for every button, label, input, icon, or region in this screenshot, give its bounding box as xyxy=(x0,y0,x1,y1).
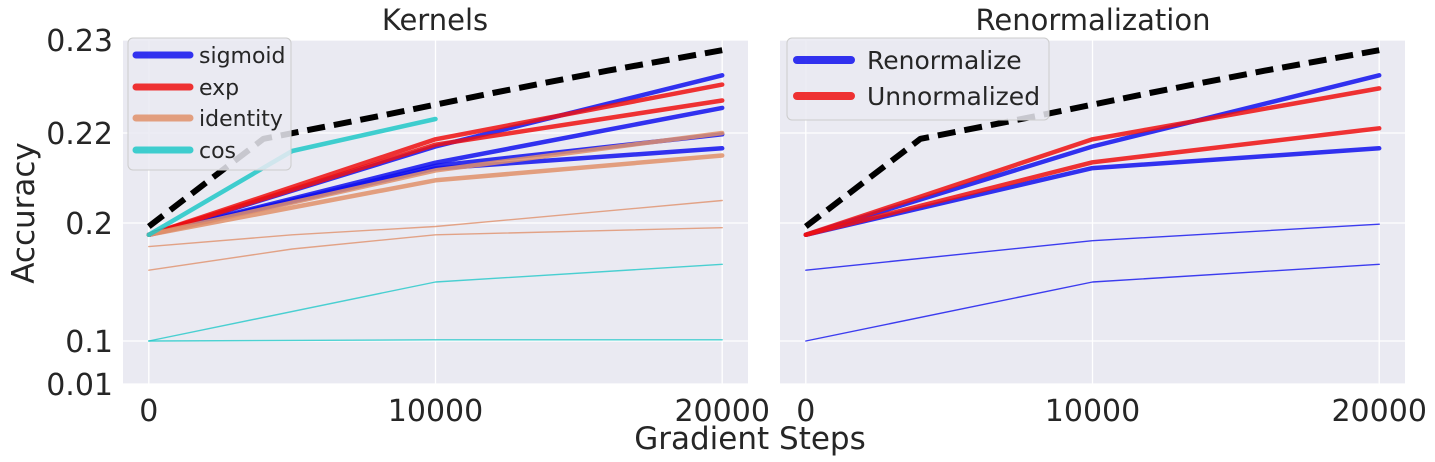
kernels-series-line-identity xyxy=(148,199,723,248)
renormalization-x-tick-label: 0 xyxy=(796,394,815,429)
renormalization-x-tick-labels: 0 10000 20000 xyxy=(796,394,1427,429)
kernels-legend: sigmoid exp identity cos xyxy=(127,37,292,171)
renormalization-legend: Renormalize Unnormalized xyxy=(786,37,1050,121)
kernels-x-tick-labels: 0 10000 20000 xyxy=(139,394,770,429)
kernels-y-tick-labels: 0.01 0.1 0.2 0.22 0.23 xyxy=(46,24,113,403)
kernels-series-line-cos xyxy=(148,263,723,342)
kernels-series-line-identity xyxy=(146,130,725,238)
x-axis-label: Gradient Steps xyxy=(634,421,866,457)
renormalization-series-line-unnormalized xyxy=(803,86,1382,238)
kernels-series-lines xyxy=(146,47,725,342)
renormalization-x-tick-label: 20000 xyxy=(1331,394,1426,429)
renormalization-series-line-renormalize xyxy=(803,73,1382,238)
legend-label-exp: exp xyxy=(199,76,239,101)
kernels-series-line-exp xyxy=(146,98,725,238)
kernels-series-line-identity xyxy=(148,226,723,271)
kernels-title: Kernels xyxy=(382,3,488,37)
kernels-legend-box xyxy=(127,37,292,171)
renormalization-series-line-renormalize xyxy=(805,223,1380,271)
kernels-x-tick-label: 0 xyxy=(139,394,158,429)
kernels-series-line-cos xyxy=(148,339,723,342)
kernels-series-line-cos xyxy=(146,116,438,238)
renormalization-series-line-unnormalized xyxy=(803,126,1382,238)
kernels-y-tick-label: 0.22 xyxy=(46,117,113,152)
kernels-y-tick-label: 0.23 xyxy=(46,24,113,59)
legend-label-cos: cos xyxy=(199,139,236,164)
kernels-y-tick-label: 0.2 xyxy=(65,207,113,242)
renormalization-title: Renormalization xyxy=(976,3,1211,37)
kernels-y-tick-label: 0.01 xyxy=(46,368,113,403)
legend-label-sigmoid: sigmoid xyxy=(199,44,286,69)
renormalization-x-tick-label: 10000 xyxy=(1045,394,1140,429)
kernels-x-tick-label: 10000 xyxy=(388,394,483,429)
renormalization-reference-dashed-line xyxy=(803,47,1380,229)
kernels-panel: Kernels 0.01 0.1 0.2 0.22 0.23 0 10000 20000 s… xyxy=(46,3,770,429)
renormalization-series-line-renormalize xyxy=(805,263,1380,342)
legend-label-identity: identity xyxy=(199,107,283,132)
renormalization-series-lines xyxy=(803,47,1382,342)
legend-label-renormalize: Renormalize xyxy=(867,46,1022,75)
legend-label-unnormalized: Unnormalized xyxy=(867,82,1040,111)
kernels-series-line-identity xyxy=(146,153,725,238)
renormalization-panel: Renormalization 0 10000 20000 Renormalize … xyxy=(780,3,1427,429)
y-axis-label: Accuracy xyxy=(6,142,42,284)
kernels-y-tick-label: 0.1 xyxy=(65,325,113,360)
kernels-x-tick-label: 20000 xyxy=(674,394,769,429)
